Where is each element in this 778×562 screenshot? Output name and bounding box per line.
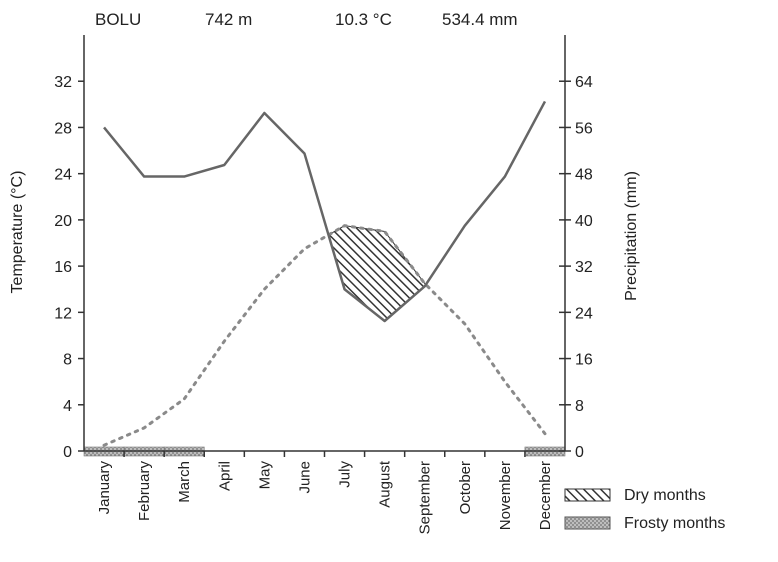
- left-tick-label: 8: [63, 352, 72, 369]
- station-altitude: 742 m: [205, 10, 252, 29]
- right-tick-label: 8: [575, 398, 584, 415]
- x-tick-label: May: [256, 461, 273, 490]
- series-lines: [102, 100, 547, 447]
- right-tick-label: 48: [575, 167, 593, 184]
- left-tick-label: 0: [63, 444, 72, 461]
- x-tick-label: February: [136, 461, 153, 522]
- legend-frosty-swatch: [564, 516, 611, 530]
- left-tick-label: 12: [54, 305, 72, 322]
- legend-frosty-label: Frosty months: [624, 515, 725, 532]
- left-tick-label: 32: [54, 74, 72, 91]
- axes: [78, 35, 571, 457]
- right-tick-label: 0: [575, 444, 584, 461]
- mean-temperature: 10.3 °C: [335, 10, 392, 29]
- temperature-line: [102, 224, 547, 447]
- right-tick-label: 32: [575, 259, 593, 276]
- x-tick-label: November: [497, 461, 514, 530]
- legend-dry-label: Dry months: [624, 487, 706, 504]
- dry-period-polygon: [327, 225, 427, 322]
- annual-precipitation: 534.4 mm: [442, 10, 518, 29]
- x-tick-label: April: [216, 461, 233, 491]
- left-tick-label: 16: [54, 259, 72, 276]
- x-tick-label: August: [377, 460, 394, 508]
- left-tick-label: 4: [63, 398, 72, 415]
- x-tick-label: September: [417, 461, 434, 534]
- right-tick-label: 40: [575, 213, 593, 230]
- right-tick-label: 24: [575, 305, 593, 322]
- left-tick-label: 24: [54, 167, 72, 184]
- right-tick-label: 16: [575, 352, 593, 369]
- x-tick-label: March: [176, 461, 193, 503]
- legend-dry-swatch: [564, 488, 611, 502]
- precipitation-line: [103, 100, 547, 323]
- x-tick-label: June: [296, 461, 313, 494]
- dry-period-area: [327, 225, 427, 322]
- station-name: BOLU: [95, 10, 141, 29]
- right-axis-title: Precipitation (mm): [623, 171, 640, 301]
- x-tick-label: July: [337, 461, 354, 488]
- x-tick-label: January: [96, 461, 113, 515]
- right-tick-label: 64: [575, 74, 593, 91]
- left-tick-label: 28: [54, 120, 72, 137]
- x-tick-label: October: [457, 461, 474, 514]
- right-tick-label: 56: [575, 120, 593, 137]
- left-tick-label: 20: [54, 213, 72, 230]
- legend: Dry months Frosty months: [564, 487, 725, 532]
- x-tick-label: December: [537, 461, 554, 530]
- left-axis-title: Temperature (°C): [9, 171, 26, 294]
